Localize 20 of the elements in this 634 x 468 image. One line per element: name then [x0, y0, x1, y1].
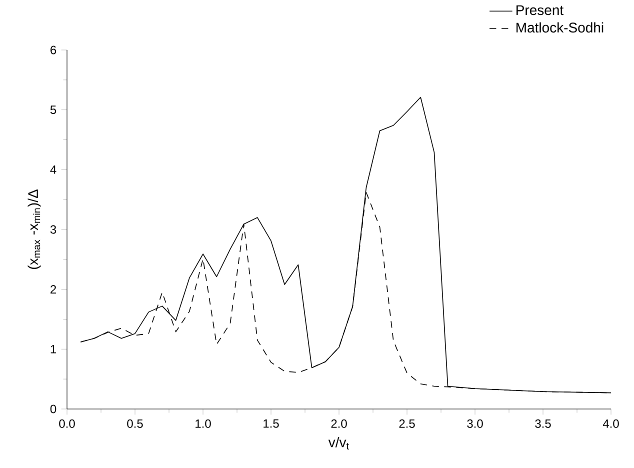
y-axis-title: (x$_{max}$ -x$_{min}$)/Δ [28, 190, 41, 270]
y-tick-label: 5 [50, 106, 56, 114]
y-tick-label: 4 [50, 166, 56, 174]
x-tick-label: 4.0 [602, 419, 619, 428]
y-tick-label: 1 [50, 345, 56, 354]
x-tick-label: 3.0 [467, 419, 483, 428]
y-tick-label: 3 [50, 225, 56, 234]
y-tick-label: 0 [50, 404, 56, 414]
legend-label: Present [516, 5, 564, 16]
x-tick-label: 0.5 [127, 419, 143, 428]
x-tick-label: 1.5 [264, 419, 279, 428]
x-tick-label: 1.0 [196, 419, 211, 428]
y-tick-label: 2 [50, 285, 56, 294]
legend-label: Matlock-Sodhi [516, 22, 604, 33]
x-tick-label: 0.0 [59, 419, 75, 428]
x-axis-title: v/v$_{t}$ [328, 437, 349, 450]
x-tick-label: 2.0 [331, 419, 347, 428]
x-tick-label: 2.5 [399, 419, 415, 428]
y-tick-label: 6 [50, 46, 56, 54]
x-tick-label: 3.5 [535, 419, 551, 428]
